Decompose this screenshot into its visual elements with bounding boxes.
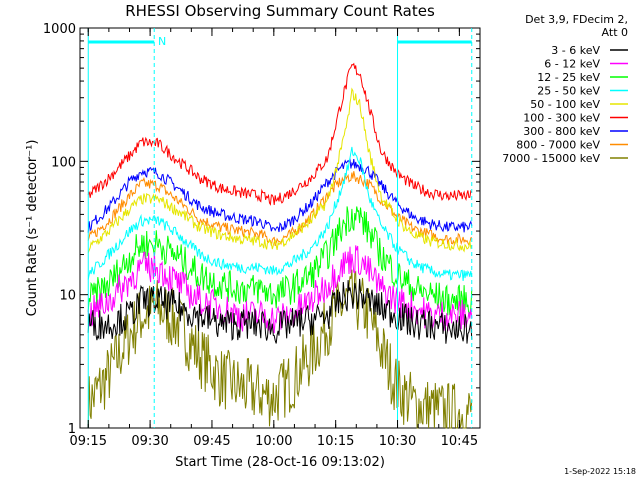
legend-label: 7000 - 15000 keV	[502, 152, 600, 165]
legend-header-line-1: Det 3,9, FDecim 2,	[525, 13, 628, 26]
x-tick-label: 09:15	[70, 434, 107, 449]
y-tick-label: 1	[68, 422, 76, 437]
x-tick-label: 10:15	[317, 434, 354, 449]
legend-label: 25 - 50 keV	[537, 85, 600, 98]
legend-header-line-2: Att 0	[602, 26, 628, 39]
y-axis-label: Count Rate (s⁻¹ detector⁻¹)	[25, 140, 40, 317]
x-tick-label: 10:45	[441, 434, 478, 449]
legend-label: 300 - 800 keV	[523, 125, 600, 138]
chart-title: RHESSI Observing Summary Count Rates	[125, 2, 435, 20]
series-line-50-100-kev	[87, 87, 473, 253]
series-line-300-800-kev	[87, 158, 473, 233]
legend-label: 12 - 25 keV	[537, 71, 600, 84]
series-line-12-25-kev	[87, 206, 473, 317]
y-tick-label: 100	[51, 155, 76, 170]
series-layer	[87, 62, 473, 429]
timestamp: 1-Sep-2022 15:18	[564, 467, 636, 476]
legend-label: 3 - 6 keV	[551, 44, 600, 57]
plot-frame	[79, 27, 481, 429]
axis-layer: 09:15 09:30 09:45 10:00 10:15 10:30 10:45 1 10 10…	[43, 22, 481, 449]
x-tick-label: 09:30	[131, 434, 168, 449]
x-tick-label: 09:45	[193, 434, 230, 449]
marker-layer	[87, 28, 473, 428]
series-line-3-6-kev	[87, 278, 473, 344]
series-line-800-7000-kev	[87, 171, 472, 247]
series-line-25-50-kev	[87, 146, 473, 281]
y-tick-label: 1000	[43, 22, 76, 37]
legend-label: 6 - 12 keV	[544, 58, 600, 71]
legend-label: 800 - 7000 keV	[516, 139, 600, 152]
x-axis-label: Start Time (28-Oct-16 09:13:02)	[175, 455, 385, 470]
x-tick-label: 10:30	[379, 434, 416, 449]
series-line-100-300-kev	[87, 62, 473, 206]
legend-label: 100 - 300 keV	[523, 112, 600, 125]
series-line-7000-15000-kev	[87, 269, 473, 429]
x-tick-label: 10:00	[255, 434, 292, 449]
y-tick-label: 10	[59, 289, 76, 304]
flag-label: N	[158, 35, 166, 48]
legend-label: 50 - 100 keV	[530, 98, 600, 111]
